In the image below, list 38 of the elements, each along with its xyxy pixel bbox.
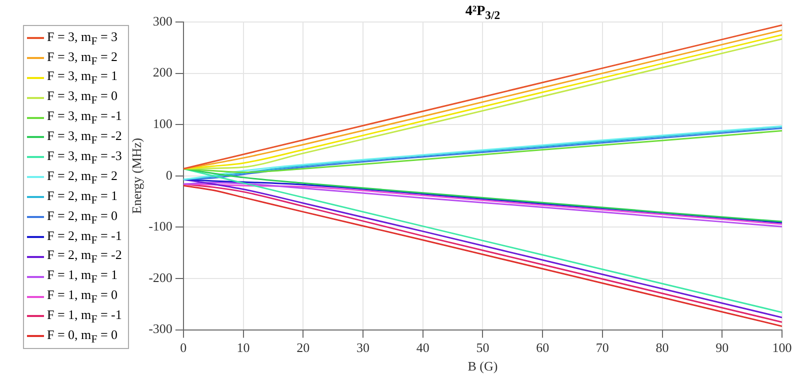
legend-label: F = 1, m$_{F}$ = 1 bbox=[47, 267, 118, 286]
y-tick-label: -300 bbox=[148, 321, 172, 336]
y-tick-label: 0 bbox=[166, 167, 172, 182]
y-axis-title: Energy (MHz) bbox=[129, 138, 144, 214]
y-tick-label: 200 bbox=[152, 64, 172, 80]
x-tick-label: 90 bbox=[716, 340, 729, 356]
legend-label: F = 2, m$_{F}$ = 0 bbox=[47, 208, 118, 226]
x-tick-label: 30 bbox=[356, 340, 370, 356]
legend-label: F = 2, m$_{F}$ = 2 bbox=[47, 168, 118, 186]
x-tick-label: 10 bbox=[236, 340, 250, 356]
line-series bbox=[183, 168, 782, 222]
legend-label: F = 2, m$_{F}$ = -1 bbox=[47, 228, 122, 246]
legend-label: F = 0, m$_{F}$ = 0 bbox=[47, 327, 118, 346]
legend-label: F = 3, m$_{F}$ = 3 bbox=[47, 28, 118, 48]
y-tick-label: 100 bbox=[152, 116, 172, 132]
x-tick-label: 50 bbox=[476, 340, 490, 356]
legend-label: F = 3, m$_{F}$ = 2 bbox=[47, 48, 118, 68]
legend-label: F = 3, m$_{F}$ = 1 bbox=[47, 68, 118, 88]
x-tick-label: 60 bbox=[536, 340, 550, 356]
legend-label: F = 3, m$_{F}$ = 0 bbox=[47, 88, 118, 107]
y-tick-label: 300 bbox=[152, 13, 172, 28]
x-axis-title: B (G) bbox=[468, 358, 498, 374]
x-tick-label: 40 bbox=[416, 340, 430, 356]
chart-title: 4²P$_{3/2}$ bbox=[465, 4, 500, 22]
y-tick-label: -100 bbox=[148, 218, 172, 234]
x-tick-label: 100 bbox=[772, 340, 792, 356]
x-tick-label: 0 bbox=[180, 340, 187, 356]
x-tick-label: 20 bbox=[296, 340, 310, 356]
legend-label: F = 3, m$_{F}$ = -3 bbox=[47, 148, 122, 167]
legend-label: F = 2, m$_{F}$ = -2 bbox=[47, 247, 122, 266]
legend-label: F = 2, m$_{F}$ = 1 bbox=[47, 188, 118, 206]
y-tick-label: -200 bbox=[148, 270, 172, 285]
legend-label: F = 1, m$_{F}$ = 0 bbox=[47, 287, 118, 306]
legend-label: F = 3, m$_{F}$ = -1 bbox=[47, 108, 122, 127]
x-tick-label: 80 bbox=[656, 340, 669, 356]
x-tick-label: 70 bbox=[596, 340, 609, 356]
legend-label: F = 1, m$_{F}$ = -1 bbox=[47, 307, 122, 326]
legend-label: F = 3, m$_{F}$ = -2 bbox=[47, 128, 122, 147]
